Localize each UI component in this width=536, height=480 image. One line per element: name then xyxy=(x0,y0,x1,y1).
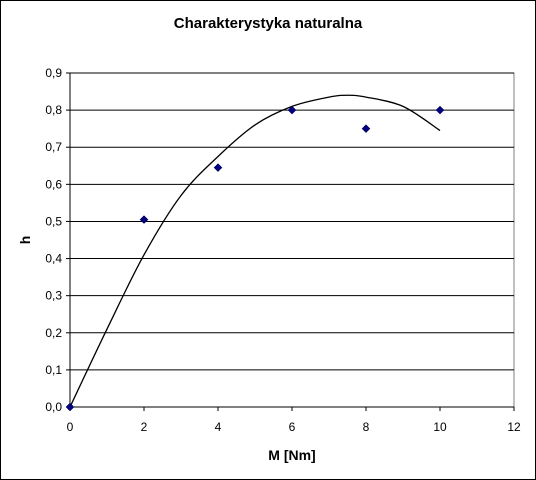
data-point xyxy=(139,215,149,224)
x-tick-label: 10 xyxy=(433,420,447,434)
data-point xyxy=(435,105,445,115)
data-points xyxy=(65,105,445,412)
x-tick-label: 2 xyxy=(141,420,148,434)
x-tick-label: 0 xyxy=(67,420,74,434)
plot-area xyxy=(69,72,515,408)
x-ticks: 0 2 4 6 8 10 12 xyxy=(67,407,521,434)
y-ticks: 0,0 0,1 0,2 0,3 0,4 0,5 0,6 0,7 0,8 0,9 xyxy=(45,66,70,414)
x-axis-label: M [Nm] xyxy=(268,447,315,463)
chart-title: Charakterystyka naturalna xyxy=(173,15,363,32)
y-tick-label: 0,7 xyxy=(45,140,62,154)
y-tick-label: 0,4 xyxy=(45,252,62,266)
y-tick-label: 0,3 xyxy=(45,289,62,303)
x-tick-label: 4 xyxy=(215,420,222,434)
y-tick-label: 0,2 xyxy=(45,326,62,340)
y-tick-label: 0,6 xyxy=(45,177,62,191)
trendline xyxy=(69,94,441,408)
data-point xyxy=(65,402,75,412)
y-tick-label: 0,8 xyxy=(45,103,62,117)
y-tick-label: 0,0 xyxy=(45,400,62,414)
y-tick-label: 0,1 xyxy=(45,363,62,377)
y-axis-label: h xyxy=(17,236,33,245)
x-tick-label: 12 xyxy=(507,420,521,434)
y-tick-label: 0,5 xyxy=(45,214,62,228)
x-tick-label: 6 xyxy=(289,420,296,434)
y-tick-label: 0,9 xyxy=(45,66,62,80)
data-point xyxy=(287,105,297,115)
data-point xyxy=(213,163,223,172)
data-point xyxy=(361,124,371,134)
x-tick-label: 8 xyxy=(363,420,370,434)
